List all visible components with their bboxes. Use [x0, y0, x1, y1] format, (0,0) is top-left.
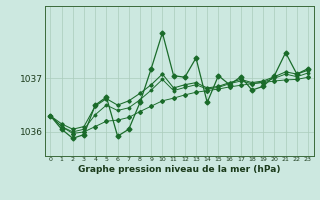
X-axis label: Graphe pression niveau de la mer (hPa): Graphe pression niveau de la mer (hPa): [78, 165, 280, 174]
